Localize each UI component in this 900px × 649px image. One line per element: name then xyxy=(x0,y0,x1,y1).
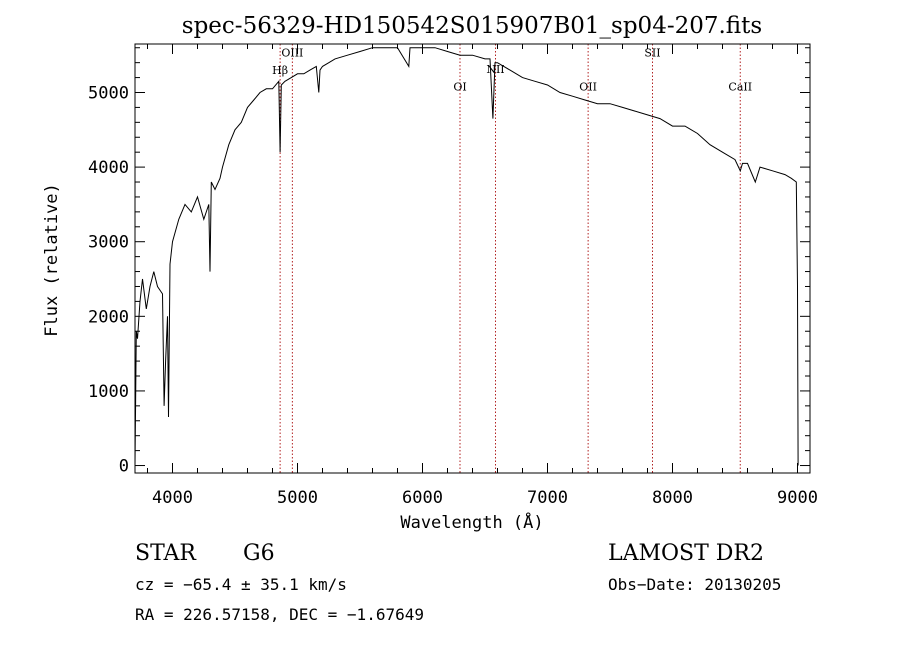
object-subclass: G6 xyxy=(243,541,275,566)
survey-name: LAMOST DR2 xyxy=(608,541,764,566)
y-tick-label: 1000 xyxy=(88,382,129,402)
spectrum-series xyxy=(134,47,799,466)
y-tick-label: 5000 xyxy=(88,83,129,103)
y-tick-label: 0 xyxy=(119,457,129,477)
y-tick-label: 4000 xyxy=(88,158,129,178)
spectral-line-label: OIII xyxy=(281,47,303,60)
y-tick-label: 3000 xyxy=(88,233,129,253)
y-axis-label: Flux (relative) xyxy=(42,183,62,337)
coordinates: RA = 226.57158, DEC = −1.67649 xyxy=(135,605,424,624)
spectral-line-label: CaII xyxy=(728,80,752,93)
x-tick-label: 8000 xyxy=(652,488,693,508)
y-axis: 0 1000 2000 3000 4000 5000 xyxy=(88,47,810,477)
redshift-info: cz = −65.4 ± 35.1 km/s xyxy=(135,575,347,594)
spectral-line-markers xyxy=(279,44,741,473)
x-tick-label: 7000 xyxy=(527,488,568,508)
chart-title: spec-56329-HD150542S015907B01_sp04-207.f… xyxy=(182,13,762,39)
x-tick-label: 4000 xyxy=(152,488,193,508)
spectral-line-label: OI xyxy=(453,80,466,93)
x-tick-label: 6000 xyxy=(402,488,443,508)
y-tick-label: 2000 xyxy=(88,307,129,327)
x-tick-label: 9000 xyxy=(777,488,818,508)
plot-frame xyxy=(134,43,811,474)
spectral-line-label: OII xyxy=(579,80,597,93)
observation-date: Obs−Date: 20130205 xyxy=(608,575,781,594)
spectrum-line xyxy=(134,47,799,466)
x-axis-label: Wavelength (Å) xyxy=(400,511,543,533)
x-axis: 4000 5000 6000 7000 8000 9000 xyxy=(147,44,818,508)
x-tick-label: 5000 xyxy=(277,488,318,508)
object-type: STAR xyxy=(135,541,197,566)
spectral-line-label: SII xyxy=(644,47,660,60)
spectral-line-label: Hβ xyxy=(272,64,288,77)
